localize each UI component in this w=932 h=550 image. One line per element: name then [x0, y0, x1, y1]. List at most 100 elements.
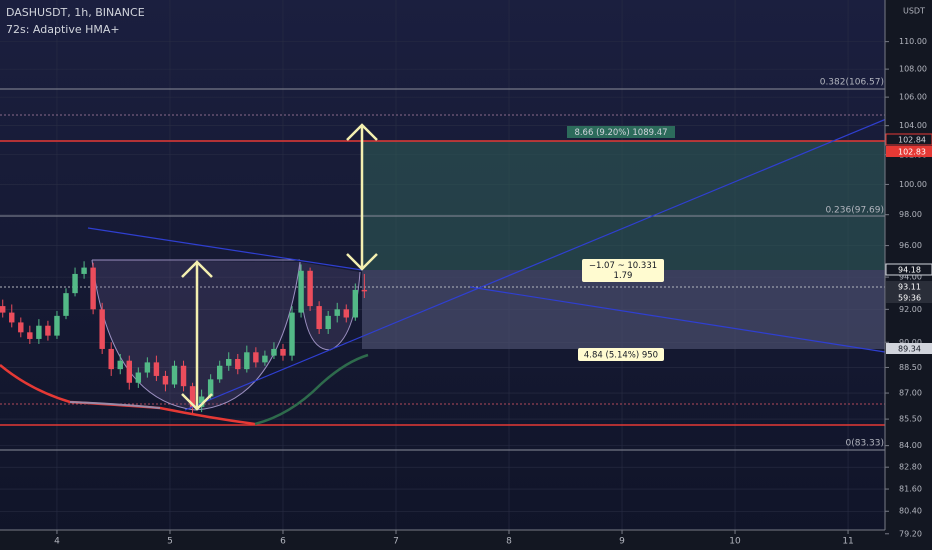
x-tick-label: 8 [506, 537, 512, 547]
candle-body [235, 359, 241, 370]
y-tick-label: 79.20 [899, 529, 922, 538]
candle-body [198, 396, 205, 407]
candle-body [144, 362, 151, 373]
axis-unit: USDT [903, 7, 925, 16]
hma-up [254, 353, 369, 426]
candle-body [180, 365, 187, 387]
candle-body [216, 365, 223, 380]
fib-label: 0.236(97.69) [825, 206, 884, 216]
x-tick-label: 6 [280, 537, 286, 547]
candle-body [27, 332, 33, 339]
y-tick-label: 110.00 [899, 37, 927, 46]
x-tick-label: 9 [619, 537, 625, 547]
profit-zone [362, 141, 885, 270]
indicator-label: 72s: Adaptive HMA+ [6, 23, 120, 36]
candle-body [325, 315, 331, 330]
candle-body [262, 355, 268, 363]
candle-body [126, 360, 132, 383]
countdown-label: 59:36 [898, 294, 921, 303]
candle-body [135, 372, 142, 383]
candle-body [361, 289, 368, 292]
candle-body [90, 267, 96, 310]
x-tick-label: 7 [393, 537, 399, 547]
ratio-label: 1.79 [614, 271, 633, 281]
y-tick-label: 100.00 [899, 180, 927, 189]
candle-body [307, 270, 313, 307]
y-tick-label: 85.50 [899, 415, 922, 424]
y-tick-label: 108.00 [899, 65, 927, 74]
candle-body [343, 309, 349, 318]
y-tick-label: 87.00 [899, 389, 922, 398]
fib-label: 0.382(106.57) [820, 78, 884, 88]
price-tag [885, 133, 932, 146]
x-tick-label: 11 [842, 537, 853, 547]
y-tick-label: 106.00 [899, 93, 927, 102]
candle-body [9, 312, 15, 323]
y-tick-label: 92.00 [899, 305, 922, 314]
price-tag [886, 343, 932, 354]
stop-label: 4.84 (5.14%) 950 [584, 351, 658, 361]
price-tag [885, 263, 932, 276]
trendline [184, 99, 932, 411]
y-tick-label: 96.00 [899, 241, 922, 250]
candle-body [316, 306, 322, 330]
y-tick-label: 90.00 [899, 338, 922, 347]
candle-body [54, 315, 60, 336]
chart-title: DASHUSDT, 1h, BINANCE [6, 6, 145, 19]
candle-body [189, 386, 196, 407]
y-tick-label: 94.00 [899, 273, 922, 282]
candle-body [280, 348, 286, 356]
price-tag-label: 102.83 [898, 148, 926, 157]
candle-body [271, 348, 277, 356]
candle-body [334, 309, 340, 316]
candle-body [162, 375, 169, 385]
candle-body [117, 360, 123, 370]
fib-label: 0(83.33) [845, 439, 884, 449]
y-tick-label: 82.80 [899, 463, 922, 472]
candle-body [99, 309, 105, 349]
y-tick-label: 98.00 [899, 210, 922, 219]
price-tag [886, 146, 932, 157]
candle-body [171, 365, 178, 385]
x-tick-label: 4 [54, 537, 60, 547]
y-tick-label: 81.60 [899, 485, 922, 494]
y-tick-label: 88.50 [899, 363, 922, 372]
price-tag-label: 94.18 [898, 266, 921, 275]
y-tick-label: 104.00 [899, 121, 927, 130]
candle-body [18, 322, 24, 333]
target-label: 8.66 (9.20%) 1089.47 [574, 128, 667, 138]
ratio-box [582, 259, 664, 282]
candle-body [81, 267, 87, 274]
candle-body [153, 362, 160, 376]
candle-body [244, 352, 250, 370]
candle-body [253, 352, 259, 363]
trendline [87, 227, 363, 271]
y-tick-label: 80.40 [899, 507, 922, 516]
candle-body [63, 293, 69, 316]
candle-body [72, 273, 78, 294]
candle-body [36, 325, 42, 339]
candle-body [0, 306, 6, 313]
price-tag-label: 89.34 [898, 345, 921, 354]
loss-zone [362, 270, 885, 349]
time-axis [0, 530, 932, 550]
target-box [567, 126, 675, 138]
ratio-label: −1.07 ~ 10.331 [589, 261, 657, 271]
candle-body [298, 270, 304, 313]
trendline [469, 286, 886, 353]
candle-body [289, 312, 295, 356]
candle-body [352, 289, 359, 318]
y-tick-label: 84.00 [899, 441, 922, 450]
ticks: 110.00108.00106.00104.00102.00100.0098.0… [54, 37, 927, 546]
stop-box [578, 348, 664, 361]
candle-body [108, 348, 114, 370]
hma-flat [69, 401, 161, 409]
candle-body [45, 325, 51, 336]
price-tag-label: 102.84 [898, 136, 926, 145]
arrows [181, 123, 378, 411]
candles [0, 261, 368, 414]
candle-body [226, 359, 232, 366]
x-tick-label: 5 [167, 537, 173, 547]
x-tick-label: 10 [729, 537, 741, 547]
